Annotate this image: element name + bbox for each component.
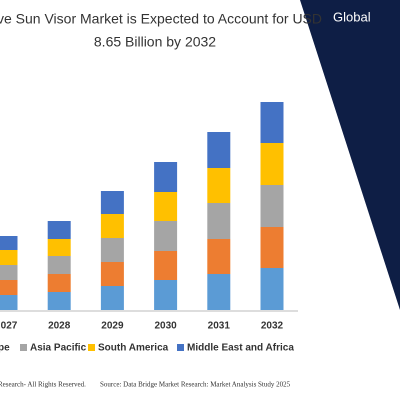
footer: Research- All Rights Reserved.: [0, 381, 86, 389]
x-tick-label: 2031: [208, 321, 231, 332]
banner-text: Global: [333, 9, 371, 24]
bar-segment: [260, 268, 284, 310]
bar-segment: [260, 185, 284, 227]
bar-segment: [154, 192, 178, 221]
bar-segment: [260, 102, 284, 143]
chart-title: ve Sun Visor Market is Expected to Accou…: [0, 11, 322, 27]
bar-segment: [47, 239, 71, 256]
bar-segment: [207, 203, 231, 239]
x-tick-label: 2029: [101, 321, 124, 332]
legend-swatch: [88, 344, 95, 351]
x-tick-label: 2032: [261, 321, 284, 332]
bar-segment: [154, 221, 178, 251]
bar-segment: [100, 191, 124, 214]
bar-segment: [207, 132, 231, 168]
x-tick-label: 2030: [154, 321, 177, 332]
chart-title: 8.65 Billion by 2032: [94, 34, 216, 50]
x-tick-label: 2028: [48, 321, 71, 332]
bar-segment: [47, 274, 71, 292]
bar-segment: [154, 280, 178, 310]
bar-segment: [47, 292, 71, 310]
legend-swatch: [177, 344, 184, 351]
bar-segment: [154, 162, 178, 192]
legend-swatch: [20, 344, 27, 351]
bar-segment: [47, 256, 71, 274]
bar-segment: [154, 251, 178, 280]
bar-segment: [100, 286, 124, 310]
bar-segment: [260, 143, 284, 185]
bar-segment: [207, 239, 231, 274]
bar-segment: [47, 221, 71, 239]
bar-segment: [260, 227, 284, 268]
bar-segment: [0, 295, 18, 310]
x-tick-label: 027: [1, 321, 18, 332]
bar-segment: [100, 238, 124, 262]
bar-segment: [0, 250, 18, 265]
bar-segment: [100, 214, 124, 238]
banner-shape: [300, 0, 400, 310]
bar-segment: [0, 265, 18, 280]
footer: Source: Data Bridge Market Research: Mar…: [100, 381, 291, 389]
legend-label: pe: [0, 343, 10, 354]
bar-segment: [207, 274, 231, 310]
legend-label: Middle East and Africa: [187, 343, 294, 354]
bar-segment: [100, 262, 124, 286]
bar-segment: [0, 280, 18, 295]
bar-segment: [207, 168, 231, 203]
legend-label: South America: [98, 343, 169, 354]
bar-segment: [0, 236, 18, 250]
legend-label: Asia Pacific: [30, 343, 87, 354]
